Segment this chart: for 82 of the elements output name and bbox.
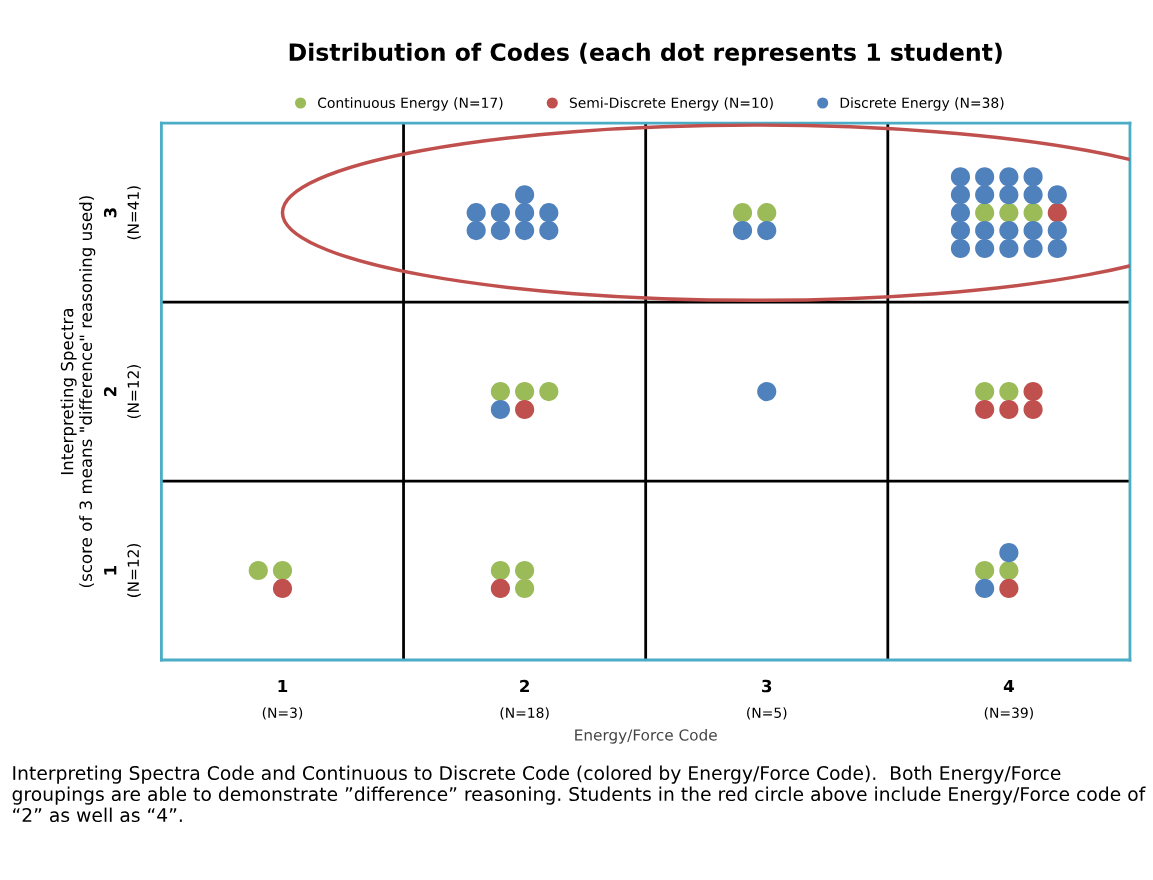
point [999, 399, 1019, 420]
point [515, 560, 535, 581]
x-tick-label: 3 [762, 679, 772, 693]
point [975, 167, 995, 187]
point [999, 220, 1019, 241]
point [515, 185, 535, 205]
point [466, 220, 486, 241]
point [999, 185, 1019, 205]
point [757, 203, 777, 223]
point [1023, 238, 1043, 259]
y-tick-label: 3 [103, 208, 117, 218]
x-axis-title: Energy/Force Code [575, 728, 717, 744]
point [1047, 203, 1067, 223]
point [515, 382, 535, 402]
point [1023, 185, 1043, 205]
point [732, 203, 753, 223]
point [950, 220, 971, 241]
point [1047, 185, 1067, 205]
text: (N=39) [984, 707, 1033, 720]
point [950, 203, 971, 223]
point [490, 578, 510, 598]
point [248, 560, 268, 581]
legend-label: Continuous Energy (N=17) [318, 97, 503, 111]
point [975, 220, 995, 241]
point [490, 560, 510, 581]
chart-title: Distribution of Codes (each dot represents 1 student) [289, 42, 1002, 66]
point [950, 238, 971, 259]
point [515, 220, 535, 241]
point [999, 560, 1019, 581]
point [975, 382, 995, 402]
y-tick-label: 1 [104, 565, 117, 575]
y-tick-label: 2 [103, 387, 117, 397]
point [950, 167, 971, 187]
point [272, 578, 293, 598]
point [999, 382, 1019, 402]
point [515, 399, 535, 420]
point [1023, 382, 1043, 402]
text: (N=12) [127, 544, 141, 598]
point [999, 578, 1019, 598]
text: Interpreting Spectra Code and Continuous to Discrete Code (colored by Energy/Force Code). Both Energy/Force groupings are able to demonstrate ”difference” reasoning. Students in the red circle above include Energy/Force code of “2” as well as “4”. [12, 765, 1146, 823]
point [975, 399, 995, 420]
point [466, 203, 486, 223]
point [515, 578, 535, 598]
text: (N=18) [500, 707, 549, 720]
point [975, 578, 995, 598]
x-tick-label: 4 [1003, 679, 1014, 693]
point [539, 382, 559, 402]
point [757, 220, 777, 241]
point [975, 203, 995, 223]
point [1047, 238, 1067, 259]
point [999, 238, 1019, 259]
x-tick-label: 2 [520, 679, 529, 693]
point [490, 382, 510, 402]
point [1023, 203, 1043, 223]
point [999, 543, 1019, 563]
point [975, 185, 995, 205]
point [975, 238, 995, 259]
point [1023, 220, 1043, 241]
point [539, 203, 559, 223]
point [490, 220, 510, 241]
point [539, 220, 559, 241]
text: (N=41) [127, 186, 141, 240]
text: (N=5) [747, 707, 787, 720]
point [975, 560, 995, 581]
legend-label: Semi-Discrete Energy (N=10) [569, 97, 773, 111]
point [999, 167, 1019, 187]
point [757, 382, 777, 402]
point [999, 203, 1019, 223]
x-tick-label: 1 [278, 679, 288, 693]
legend-label: Discrete Energy (N=38) [840, 97, 1004, 111]
point [1047, 220, 1067, 241]
point [490, 203, 510, 223]
point [1023, 399, 1043, 420]
text: (N=12) [127, 365, 141, 419]
point [515, 203, 535, 223]
y-axis-title: Interpreting Spectra (score of 3 means "difference" reasoning used) [60, 196, 96, 587]
point [1023, 167, 1043, 187]
point [732, 220, 753, 241]
point [950, 185, 971, 205]
point [490, 399, 510, 420]
point [272, 560, 293, 581]
text: (N=3) [262, 707, 303, 720]
